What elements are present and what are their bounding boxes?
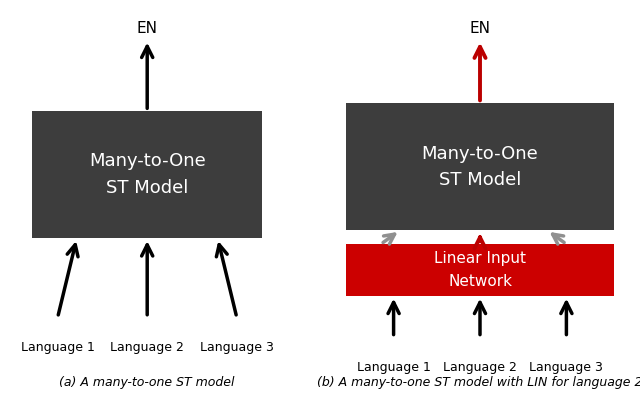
Text: Linear Input
Network: Linear Input Network [434,251,526,289]
Text: Language 3: Language 3 [200,341,274,355]
FancyBboxPatch shape [32,111,262,238]
Text: (a) A many-to-one ST model: (a) A many-to-one ST model [60,376,235,389]
Text: Language 3: Language 3 [529,361,604,374]
Text: EN: EN [137,21,157,36]
Text: Language 2: Language 2 [110,341,184,355]
Text: EN: EN [470,21,490,36]
Text: Many-to-One
ST Model: Many-to-One ST Model [422,145,538,189]
Text: (b) A many-to-one ST model with LIN for language 2: (b) A many-to-one ST model with LIN for … [317,376,640,389]
Text: Many-to-One
ST Model: Many-to-One ST Model [89,152,205,197]
Text: Language 1: Language 1 [20,341,95,355]
Text: Language 1: Language 1 [356,361,431,374]
FancyBboxPatch shape [346,103,614,230]
Text: Language 2: Language 2 [443,361,517,374]
FancyBboxPatch shape [346,244,614,296]
